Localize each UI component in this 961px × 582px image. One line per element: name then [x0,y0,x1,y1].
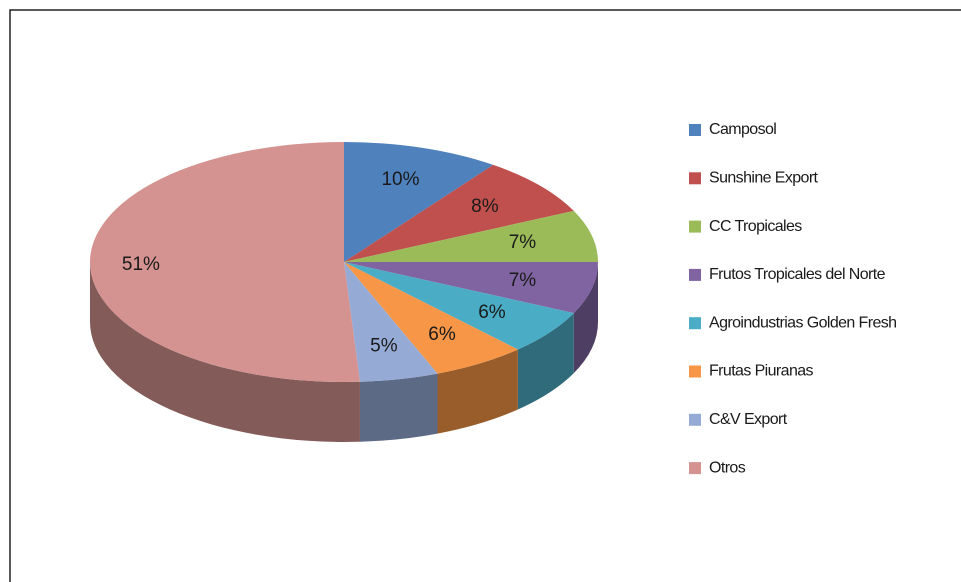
slice [344,164,574,262]
legend-label: C&V Export [709,411,788,428]
slice [344,262,518,374]
legend-swatch [689,413,701,426]
data-label: 7% [509,270,537,291]
slice-side [437,349,518,434]
legend-swatch [689,268,701,281]
legend-swatch [689,365,701,378]
legend-label: Agroindustrias Golden Fresh [709,314,896,331]
slice [344,210,598,262]
legend-swatch [689,317,701,330]
legend-swatch [689,124,701,136]
slice-side [90,262,360,442]
legend-label: Camposol [709,121,776,138]
legend-swatch [689,172,701,185]
slice-side [359,373,438,442]
legend-label: Frutas Piuranas [709,363,814,380]
legend-label: Sunshine Export [709,170,819,187]
data-label: 5% [370,335,398,356]
chart-frame [9,9,961,582]
slice [344,262,438,382]
legend-label: Frutos Tropicales del Norte [709,266,886,283]
slice-side [517,313,574,410]
slice [344,262,598,314]
legend-label: CC Tropicales [709,218,802,235]
data-label: 51% [122,254,160,275]
data-label: 8% [471,196,499,217]
legend-label: Otros [709,459,746,476]
slice [344,262,574,350]
data-label: 7% [509,232,537,253]
legend-swatch [689,462,701,475]
data-label: 10% [381,169,419,190]
slice [344,142,494,262]
legend-swatch [689,220,701,233]
slice-side [573,262,598,374]
slice [90,142,360,382]
data-label: 6% [478,302,506,323]
data-label: 6% [428,324,456,345]
